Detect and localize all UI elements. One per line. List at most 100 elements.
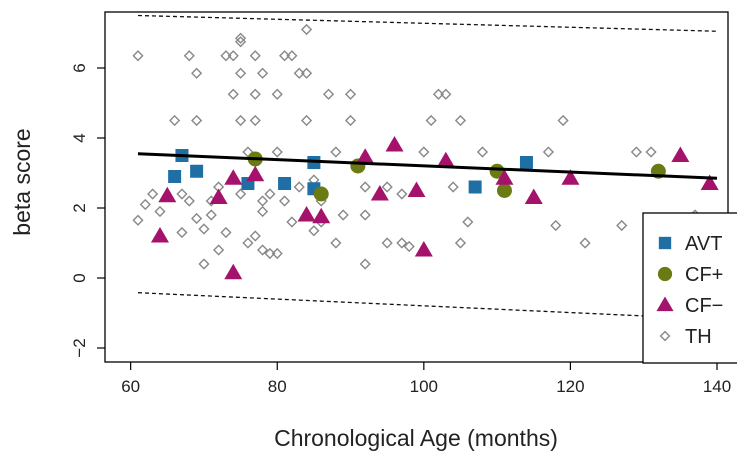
point-th — [256, 195, 269, 207]
point-th — [227, 88, 239, 100]
point-th — [403, 240, 415, 253]
point-th — [249, 114, 261, 127]
point-cf-minus — [224, 263, 243, 280]
point-th — [132, 50, 144, 62]
point-th — [344, 114, 357, 127]
point-th — [344, 88, 357, 100]
point-th — [557, 114, 569, 127]
y-tick-label: −2 — [70, 338, 89, 357]
point-th — [432, 88, 445, 100]
point-th — [264, 247, 276, 260]
point-th — [235, 32, 247, 44]
legend-label: CF− — [685, 295, 723, 317]
point-th — [256, 205, 269, 218]
point-cf-minus — [671, 146, 690, 162]
x-tick-label: 80 — [268, 377, 287, 396]
point-cf-minus — [524, 188, 543, 204]
point-th — [191, 212, 203, 225]
y-tick-label: 6 — [70, 63, 89, 72]
x-tick-label: 120 — [556, 377, 584, 396]
point-cf-minus — [414, 241, 433, 257]
point-th — [256, 244, 269, 256]
point-th — [630, 146, 642, 158]
point-th — [271, 146, 283, 158]
upper-bound-line — [137, 14, 718, 32]
point-th — [235, 114, 247, 127]
point-th — [242, 146, 254, 158]
legend-marker — [657, 266, 673, 282]
point-cf-minus — [385, 136, 404, 152]
y-axis-label: beta score — [9, 128, 35, 235]
point-avt — [468, 180, 482, 194]
fit-line — [137, 152, 718, 180]
plot-frame — [104, 11, 729, 363]
point-th — [396, 188, 408, 200]
point-th — [462, 216, 474, 228]
point-cf-minus — [224, 169, 243, 185]
point-th — [337, 209, 349, 221]
point-th — [147, 188, 159, 200]
point-th — [271, 88, 283, 100]
point-cf-minus — [370, 185, 389, 201]
point-th — [300, 23, 313, 36]
point-th — [154, 205, 166, 218]
legend-marker — [658, 236, 672, 250]
point-avt — [168, 170, 182, 183]
point-th — [418, 146, 430, 158]
point-avt — [278, 177, 292, 190]
plot-layer — [132, 14, 719, 320]
y-tick-label: 2 — [70, 203, 89, 212]
point-cf-plus — [313, 186, 329, 202]
point-th — [542, 146, 555, 158]
point-th — [183, 50, 195, 62]
point-th — [183, 195, 195, 207]
x-tick-label: 100 — [410, 377, 438, 396]
point-th — [176, 226, 188, 239]
point-cf-minus — [407, 181, 426, 197]
point-cf-minus — [561, 169, 580, 185]
point-cf-minus — [700, 174, 719, 190]
point-th — [286, 50, 298, 62]
point-th — [447, 181, 459, 193]
point-th — [322, 88, 335, 100]
point-th — [242, 237, 254, 249]
point-th — [293, 181, 305, 193]
point-th — [235, 67, 247, 79]
point-th — [198, 258, 210, 270]
point-th — [132, 214, 144, 226]
point-th — [235, 188, 247, 200]
point-th — [286, 216, 298, 228]
point-th — [256, 67, 269, 79]
point-th — [300, 67, 313, 79]
point-th — [454, 237, 467, 249]
point-th — [359, 209, 371, 221]
lower-bound-line — [137, 292, 718, 320]
y-tick-label: 4 — [70, 133, 89, 142]
point-th — [191, 114, 203, 127]
point-th — [205, 209, 217, 221]
point-th — [191, 67, 203, 79]
y-tick-label: 0 — [70, 273, 89, 282]
point-th — [425, 114, 437, 127]
x-axis-label: Chronological Age (months) — [274, 425, 558, 451]
point-cf-minus — [495, 169, 514, 185]
point-th — [359, 181, 371, 193]
point-th — [330, 237, 342, 249]
legend-label: TH — [685, 326, 712, 348]
point-th — [440, 88, 452, 100]
legend-label: AVT — [685, 233, 722, 255]
point-th — [293, 67, 305, 79]
point-th — [271, 247, 283, 260]
point-cf-minus — [209, 188, 228, 204]
point-th — [227, 50, 239, 62]
point-cf-minus — [150, 227, 169, 243]
point-th — [278, 50, 291, 62]
point-cf-minus — [436, 151, 455, 168]
point-cf-minus — [356, 148, 375, 164]
point-th — [381, 237, 393, 249]
point-th — [249, 230, 261, 242]
legend: AVT CF+ CF− TH — [642, 212, 737, 364]
point-th — [359, 258, 371, 270]
point-th — [235, 36, 247, 48]
